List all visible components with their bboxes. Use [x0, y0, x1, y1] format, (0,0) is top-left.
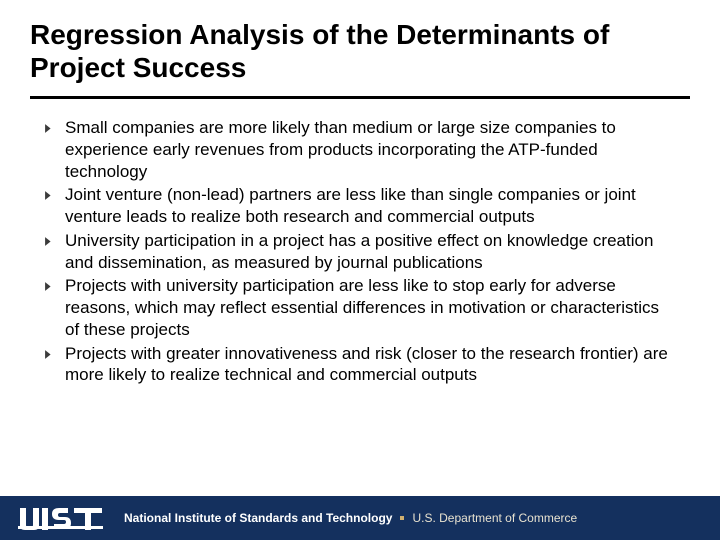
slide-title: Regression Analysis of the Determinants … — [30, 18, 690, 84]
bullet-text: Projects with greater innovativeness and… — [65, 343, 676, 387]
separator-dot-icon — [400, 516, 404, 520]
chevron-right-icon — [44, 234, 55, 252]
footer-org-name: National Institute of Standards and Tech… — [124, 511, 392, 525]
footer-text: National Institute of Standards and Tech… — [124, 511, 577, 525]
list-item: University participation in a project ha… — [44, 230, 676, 274]
chevron-right-icon — [44, 279, 55, 297]
list-item: Projects with greater innovativeness and… — [44, 343, 676, 387]
chevron-right-icon — [44, 347, 55, 365]
footer-bar: National Institute of Standards and Tech… — [0, 496, 720, 540]
slide: { "title": { "text": "Regression Analysi… — [0, 0, 720, 540]
title-block: Regression Analysis of the Determinants … — [0, 0, 720, 90]
list-item: Projects with university participation a… — [44, 275, 676, 340]
list-item: Small companies are more likely than med… — [44, 117, 676, 182]
bullet-text: Joint venture (non-lead) partners are le… — [65, 184, 676, 228]
chevron-right-icon — [44, 121, 55, 139]
bullet-list: Small companies are more likely than med… — [44, 117, 676, 386]
bullet-text: University participation in a project ha… — [65, 230, 676, 274]
footer-department: U.S. Department of Commerce — [412, 511, 577, 525]
bullet-text: Small companies are more likely than med… — [65, 117, 676, 182]
chevron-right-icon — [44, 188, 55, 206]
bullet-text: Projects with university participation a… — [65, 275, 676, 340]
content-area: Small companies are more likely than med… — [0, 99, 720, 386]
list-item: Joint venture (non-lead) partners are le… — [44, 184, 676, 228]
nist-logo-icon — [18, 506, 104, 530]
